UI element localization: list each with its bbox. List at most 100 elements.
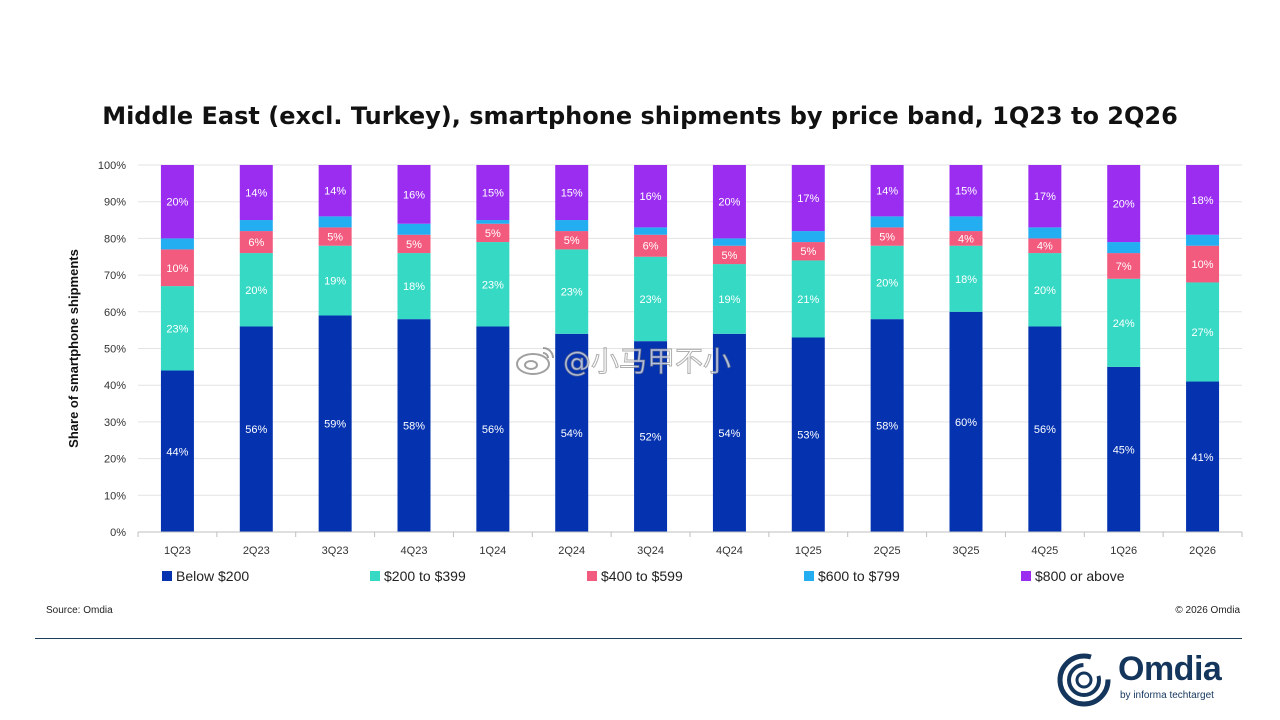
stacked-bar-chart: 44% 23% 10% 20% 56% 20% 6% 14% 59% 19% 5% 14% 58% 18%… xyxy=(66,160,1243,557)
omdia-logo-icon xyxy=(1057,653,1111,707)
bar-segment xyxy=(160,370,194,532)
bar-segment xyxy=(791,231,825,243)
source-note: Source: Omdia xyxy=(46,605,113,616)
legend-item: $400 to $599 xyxy=(587,568,683,584)
bar-segment xyxy=(1186,245,1220,283)
x-tick-label: 2Q25 xyxy=(874,545,901,557)
data-label: 53% xyxy=(797,430,819,442)
legend-item: $200 to $399 xyxy=(370,568,466,584)
bar-segment xyxy=(555,249,589,334)
bar-segment xyxy=(634,165,668,228)
data-label: 14% xyxy=(876,186,898,198)
y-tick-label: 100% xyxy=(98,160,126,172)
legend-label: $800 or above xyxy=(1035,568,1125,584)
bar-segment xyxy=(476,165,510,221)
legend-item: $800 or above xyxy=(1021,568,1125,584)
bar-segment xyxy=(160,249,194,287)
bar-segment xyxy=(239,253,273,327)
data-label: 15% xyxy=(482,188,504,200)
chart-title: Middle East (excl. Turkey), smartphone s… xyxy=(102,102,1178,130)
bar-segment xyxy=(476,326,510,532)
legend-item: $600 to $799 xyxy=(804,568,900,584)
bar-segment xyxy=(239,231,273,254)
legend-label: $400 to $599 xyxy=(601,568,683,584)
data-label: 7% xyxy=(1116,261,1132,273)
bar-segment xyxy=(870,319,904,532)
bar-segment xyxy=(712,333,746,532)
data-label: 19% xyxy=(718,294,740,306)
omdia-logo: Omdia by informa techtarget xyxy=(1056,650,1246,708)
data-label: 10% xyxy=(166,263,188,275)
bar-segment xyxy=(397,234,431,254)
data-label: 23% xyxy=(561,287,583,299)
legend-swatch xyxy=(370,571,380,581)
data-label: 5% xyxy=(327,232,343,244)
legend-swatch xyxy=(804,571,814,581)
data-label: 24% xyxy=(1113,318,1135,330)
y-tick-label: 40% xyxy=(104,380,126,392)
y-tick-label: 10% xyxy=(104,490,126,502)
legend-label: $200 to $399 xyxy=(384,568,466,584)
data-label: 16% xyxy=(403,189,425,201)
data-label: 54% xyxy=(718,428,740,440)
bar-segment xyxy=(870,165,904,217)
data-label: 14% xyxy=(324,186,346,198)
bar-segment xyxy=(1107,253,1141,279)
bar-segment xyxy=(712,238,746,246)
bar-segment xyxy=(555,220,589,232)
data-label: 59% xyxy=(324,419,346,431)
y-tick-label: 30% xyxy=(104,417,126,429)
data-label: 45% xyxy=(1113,444,1135,456)
legend-swatch xyxy=(162,571,172,581)
legend-item: Below $200 xyxy=(162,568,249,584)
y-tick-label: 0% xyxy=(110,527,126,539)
data-label: 23% xyxy=(640,294,662,306)
y-tick-label: 20% xyxy=(104,454,126,466)
bar-segment xyxy=(1028,326,1062,532)
bar-segment xyxy=(239,326,273,532)
bar-segment xyxy=(712,245,746,265)
data-label: 20% xyxy=(876,277,898,289)
data-label: 4% xyxy=(1037,241,1053,253)
data-label: 10% xyxy=(1192,259,1214,271)
x-tick-label: 3Q23 xyxy=(322,545,349,557)
bar-segment xyxy=(476,242,510,327)
watermark-text: @小马甲不小 xyxy=(562,345,732,379)
bar-segment xyxy=(634,227,668,235)
bar-segment xyxy=(555,165,589,221)
bar-segment xyxy=(397,253,431,320)
bar-segment xyxy=(1107,165,1141,243)
bar-segment xyxy=(555,333,589,532)
x-tick-label: 1Q25 xyxy=(795,545,822,557)
bar-segment xyxy=(318,315,352,532)
bar-segment xyxy=(1107,366,1141,532)
bar-segment xyxy=(634,234,668,257)
bars: 44% 23% 10% 20% 56% 20% 6% 14% 59% 19% 5% 14% 58% 18%… xyxy=(160,165,1220,532)
bar-segment xyxy=(712,264,746,334)
bar-segment xyxy=(318,216,352,228)
data-label: 19% xyxy=(324,276,346,288)
data-label: 44% xyxy=(166,446,188,458)
bar-segment xyxy=(1186,234,1220,246)
bar-segment xyxy=(791,260,825,338)
data-label: 20% xyxy=(245,285,267,297)
x-tick-label: 4Q24 xyxy=(716,545,743,557)
data-label: 58% xyxy=(403,421,425,433)
x-tick-label: 2Q23 xyxy=(243,545,270,557)
data-label: 60% xyxy=(955,417,977,429)
data-label: 18% xyxy=(955,274,977,286)
bar-segment xyxy=(1186,282,1220,382)
data-label: 56% xyxy=(482,424,504,436)
data-label: 5% xyxy=(800,246,816,258)
data-label: 6% xyxy=(643,241,659,253)
data-label: 15% xyxy=(561,188,583,200)
logo-wordmark: Omdia xyxy=(1118,650,1222,688)
data-label: 20% xyxy=(1034,285,1056,297)
data-label: 5% xyxy=(485,228,501,240)
bar-segment xyxy=(555,231,589,250)
bar-segment xyxy=(318,165,352,217)
x-tick-label: 1Q23 xyxy=(164,545,191,557)
bar-segment xyxy=(949,245,983,312)
bar-segment xyxy=(1186,165,1220,235)
y-tick-label: 70% xyxy=(104,270,126,282)
